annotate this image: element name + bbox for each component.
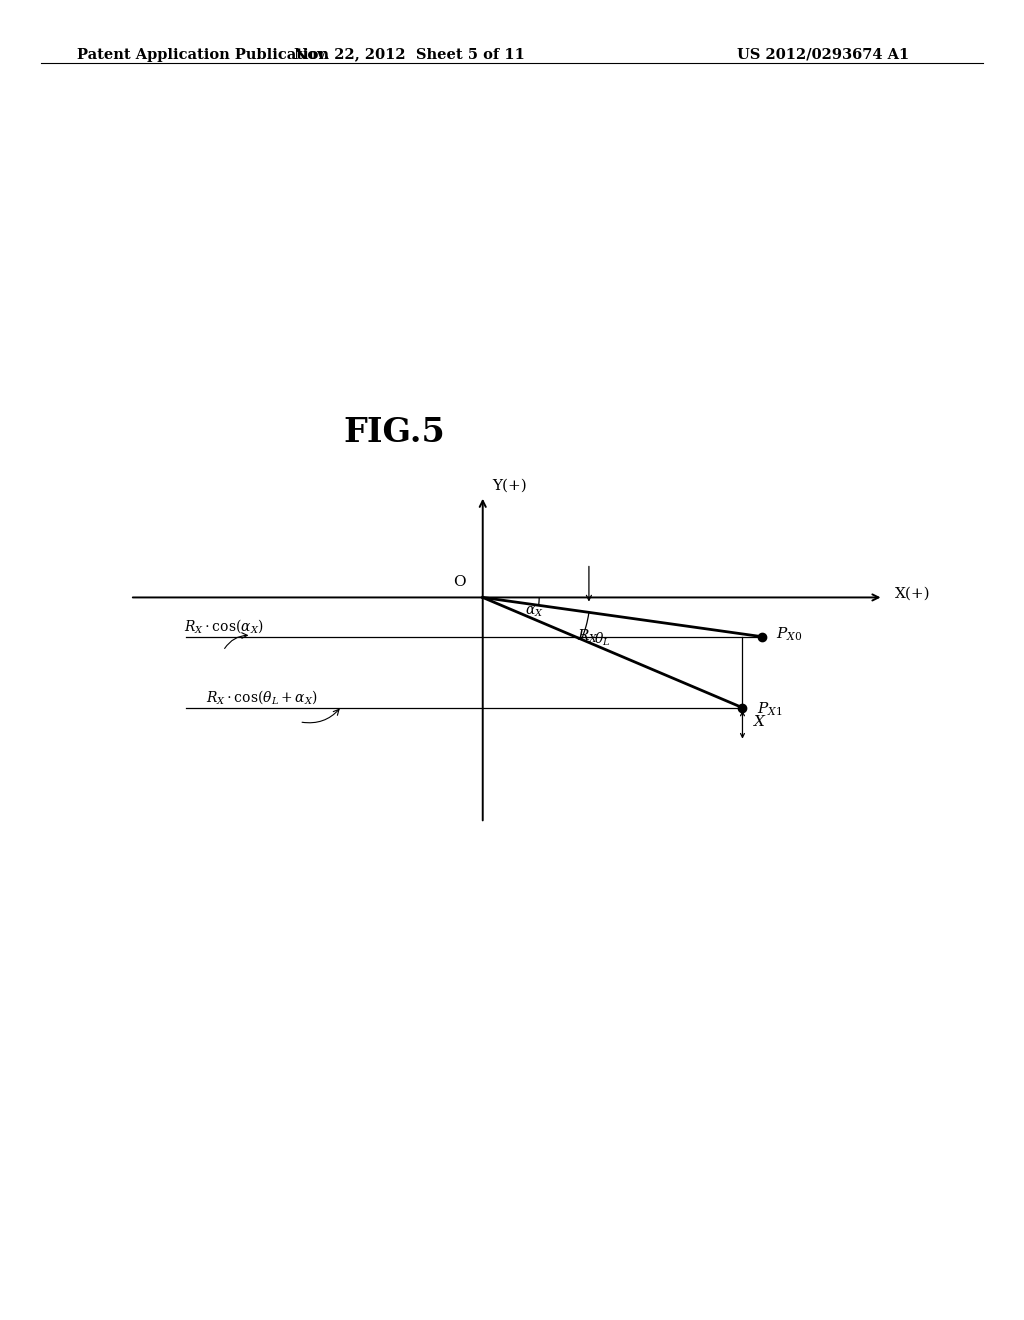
Text: $R_X\cdot\cos(\theta_L+\alpha_X)$: $R_X\cdot\cos(\theta_L+\alpha_X)$ xyxy=(206,689,317,706)
Text: X: X xyxy=(754,715,765,729)
Text: US 2012/0293674 A1: US 2012/0293674 A1 xyxy=(737,48,909,62)
Text: $\theta_L$: $\theta_L$ xyxy=(594,631,610,648)
Text: $\alpha_X$: $\alpha_X$ xyxy=(525,605,544,619)
Text: $P_{X0}$: $P_{X0}$ xyxy=(776,626,803,643)
Text: $R_X$: $R_X$ xyxy=(578,627,599,644)
Text: Patent Application Publication: Patent Application Publication xyxy=(77,48,329,62)
Text: O: O xyxy=(454,576,466,589)
Text: $P_{X1}$: $P_{X1}$ xyxy=(757,701,782,718)
Text: Nov. 22, 2012  Sheet 5 of 11: Nov. 22, 2012 Sheet 5 of 11 xyxy=(294,48,525,62)
Text: Y(+): Y(+) xyxy=(493,479,527,494)
Text: X(+): X(+) xyxy=(895,586,931,601)
Text: $R_X\cdot\cos(\alpha_X)$: $R_X\cdot\cos(\alpha_X)$ xyxy=(183,618,263,635)
Text: FIG.5: FIG.5 xyxy=(343,416,445,449)
